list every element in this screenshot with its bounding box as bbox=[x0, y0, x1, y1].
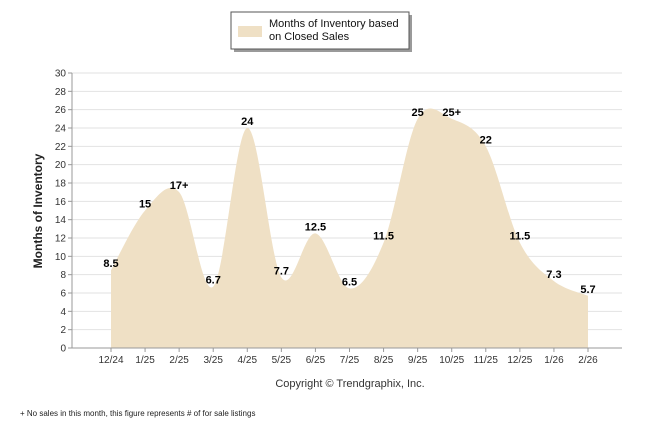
y-tick-label: 0 bbox=[60, 344, 66, 355]
footnote: + No sales in this month, this figure re… bbox=[20, 409, 255, 418]
data-labels: 8.5 15 17+ 6.7 24 7.7 12.5 6.5 11.5 25 25+ 22 11.5 7.… bbox=[103, 107, 595, 296]
area-fill bbox=[111, 108, 588, 348]
legend-label-line2: on Closed Sales bbox=[269, 31, 350, 43]
data-label: 5.7 bbox=[580, 284, 595, 296]
x-tick-label: 10/25 bbox=[439, 355, 464, 366]
x-tick-label: 2/25 bbox=[169, 355, 189, 366]
x-tick-label: 5/25 bbox=[272, 355, 292, 366]
data-label: 17+ bbox=[170, 180, 189, 192]
x-tick-label: 7/25 bbox=[340, 355, 360, 366]
x-tick-label: 12/25 bbox=[507, 355, 532, 366]
x-tick-label: 12/24 bbox=[98, 355, 123, 366]
x-tick-label: 1/26 bbox=[544, 355, 564, 366]
x-tick-label: 8/25 bbox=[374, 355, 394, 366]
x-axis-ticks: 12/24 1/25 2/25 3/25 4/25 5/25 6/25 7/25 8/25 9/2… bbox=[98, 348, 598, 366]
y-tick-label: 10 bbox=[55, 252, 67, 263]
x-tick-label: 9/25 bbox=[408, 355, 428, 366]
y-tick-label: 2 bbox=[60, 325, 66, 336]
x-tick-label: 3/25 bbox=[203, 355, 223, 366]
legend-label-line1: Months of Inventory based bbox=[269, 18, 399, 30]
y-tick-label: 12 bbox=[55, 234, 67, 245]
y-axis-title: Months of Inventory bbox=[31, 153, 45, 268]
data-label: 11.5 bbox=[509, 231, 530, 243]
y-tick-label: 6 bbox=[60, 289, 66, 300]
y-tick-label: 30 bbox=[55, 69, 67, 80]
data-label: 12.5 bbox=[305, 221, 326, 233]
data-label: 11.5 bbox=[373, 231, 394, 243]
y-tick-label: 28 bbox=[55, 87, 67, 98]
data-label: 7.7 bbox=[274, 265, 289, 277]
copyright-text: Copyright © Trendgraphix, Inc. bbox=[275, 378, 424, 390]
data-label: 25+ bbox=[442, 107, 461, 119]
x-tick-label: 1/25 bbox=[135, 355, 155, 366]
y-tick-label: 20 bbox=[55, 160, 67, 171]
data-label: 6.7 bbox=[206, 275, 221, 287]
y-tick-label: 18 bbox=[55, 179, 67, 190]
y-tick-label: 26 bbox=[55, 105, 67, 116]
data-label: 22 bbox=[480, 134, 492, 146]
area-series bbox=[111, 108, 588, 348]
x-tick-label: 6/25 bbox=[306, 355, 326, 366]
data-label: 15 bbox=[139, 199, 151, 211]
y-tick-label: 14 bbox=[55, 215, 67, 226]
y-tick-label: 16 bbox=[55, 197, 67, 208]
data-label: 6.5 bbox=[342, 276, 357, 288]
y-tick-label: 24 bbox=[55, 124, 67, 135]
x-tick-label: 2/26 bbox=[578, 355, 598, 366]
legend-swatch bbox=[238, 26, 262, 37]
x-tick-label: 4/25 bbox=[238, 355, 258, 366]
data-label: 24 bbox=[241, 116, 254, 128]
y-tick-label: 4 bbox=[60, 307, 66, 318]
data-label: 8.5 bbox=[103, 258, 118, 270]
axes bbox=[71, 73, 622, 349]
x-tick-label: 11/25 bbox=[474, 355, 499, 366]
data-label: 25 bbox=[412, 107, 424, 119]
data-label: 7.3 bbox=[546, 269, 561, 281]
legend: Months of Inventory based on Closed Sale… bbox=[230, 11, 412, 52]
y-tick-label: 22 bbox=[55, 142, 67, 153]
y-tick-label: 8 bbox=[60, 270, 66, 281]
